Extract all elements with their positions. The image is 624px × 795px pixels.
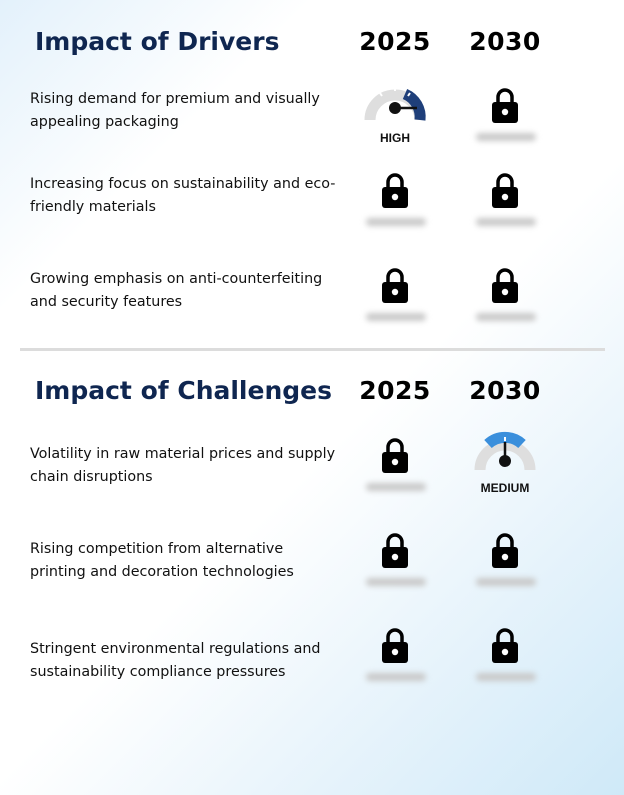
locked-cell[interactable] <box>350 435 440 515</box>
lock-icon <box>382 173 408 208</box>
lock-icon <box>492 173 518 208</box>
locked-cell[interactable] <box>350 170 440 250</box>
driver-label: Growing emphasis on anti-counterfeiting … <box>30 271 323 310</box>
challenge-label: Stringent environmental regulations and … <box>30 641 321 680</box>
locked-cell[interactable] <box>460 170 550 250</box>
driver-row: Growing emphasis on anti-counterfeiting … <box>0 265 624 345</box>
challenge-label: Volatility in raw material prices and su… <box>30 446 336 485</box>
locked-cell[interactable] <box>460 625 550 705</box>
lock-icon <box>382 628 408 663</box>
hidden-value <box>366 313 426 321</box>
hidden-value <box>366 218 426 226</box>
driver-row: Rising demand for premium and visually a… <box>0 85 624 165</box>
impact-gauge-cell: HIGH <box>350 80 440 160</box>
impact-gauge-cell: MEDIUM <box>460 430 550 510</box>
lock-icon <box>382 438 408 473</box>
hidden-value <box>476 133 536 141</box>
hidden-value <box>366 673 426 681</box>
locked-cell[interactable] <box>350 530 440 610</box>
driver-label: Rising demand for premium and visually a… <box>30 91 320 130</box>
locked-cell[interactable] <box>460 530 550 610</box>
hidden-value <box>366 578 426 586</box>
hidden-value <box>476 218 536 226</box>
locked-cell[interactable] <box>460 265 550 345</box>
section-divider <box>20 348 605 351</box>
hidden-value <box>476 578 536 586</box>
drivers-title: Impact of Drivers <box>35 27 280 56</box>
lock-icon <box>492 533 518 568</box>
gauge-level-label: HIGH <box>380 131 410 145</box>
challenge-row: Stringent environmental regulations and … <box>0 625 624 705</box>
hidden-value <box>476 313 536 321</box>
challenges-year-2025: 2025 <box>359 376 431 405</box>
locked-cell[interactable] <box>350 265 440 345</box>
lock-icon <box>382 268 408 303</box>
lock-icon <box>492 628 518 663</box>
lock-icon <box>382 533 408 568</box>
hidden-value <box>366 483 426 491</box>
driver-row: Increasing focus on sustainability and e… <box>0 170 624 250</box>
hidden-value <box>476 673 536 681</box>
gauge-icon <box>474 431 536 471</box>
challenges-title: Impact of Challenges <box>35 376 332 405</box>
lock-icon <box>492 88 518 123</box>
challenge-row: Rising competition from alternative prin… <box>0 530 624 610</box>
challenge-row: Volatility in raw material prices and su… <box>0 431 624 515</box>
locked-cell[interactable] <box>350 625 440 705</box>
gauge-level-label: MEDIUM <box>480 481 530 495</box>
gauge-icon <box>364 87 426 121</box>
drivers-year-2025: 2025 <box>359 27 431 56</box>
challenge-label: Rising competition from alternative prin… <box>30 541 294 580</box>
driver-label: Increasing focus on sustainability and e… <box>30 176 336 215</box>
challenges-year-2030: 2030 <box>469 376 541 405</box>
locked-cell[interactable] <box>460 85 550 165</box>
lock-icon <box>492 268 518 303</box>
drivers-year-2030: 2030 <box>469 27 541 56</box>
